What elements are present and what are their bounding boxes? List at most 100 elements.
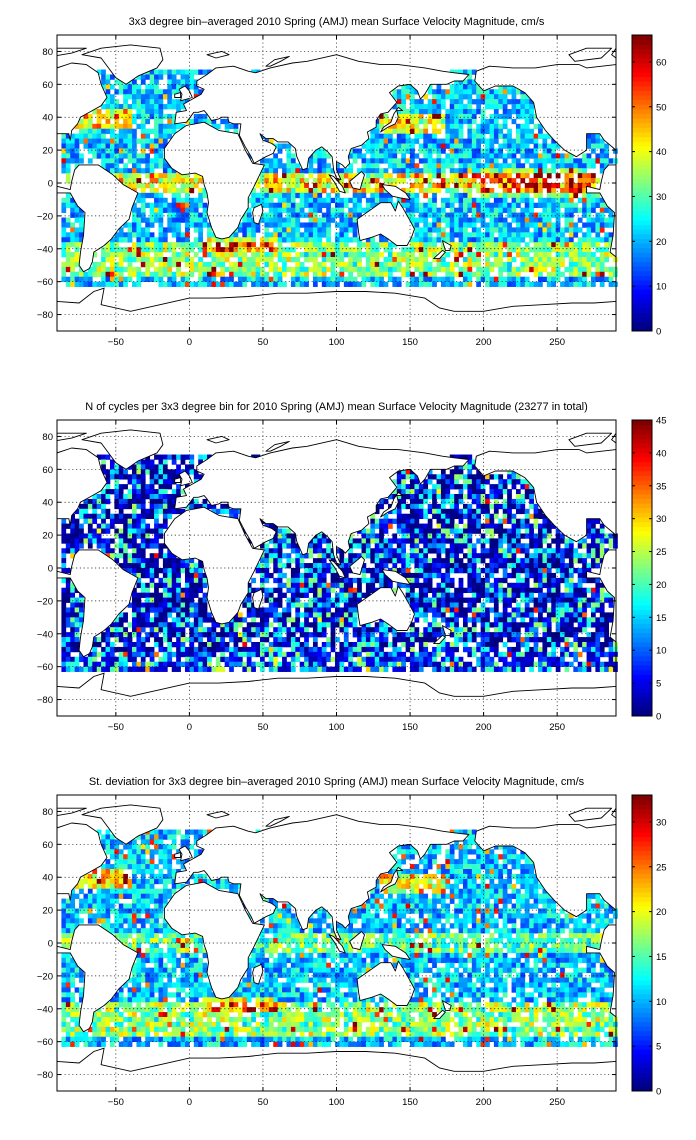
bin bbox=[507, 168, 512, 174]
bin bbox=[476, 553, 482, 559]
bin bbox=[118, 227, 124, 233]
bin bbox=[463, 158, 468, 164]
bin bbox=[167, 503, 173, 510]
bin bbox=[101, 257, 106, 263]
bin bbox=[167, 183, 173, 189]
bin bbox=[538, 533, 543, 539]
bin bbox=[348, 173, 354, 179]
bin bbox=[343, 247, 349, 253]
bin bbox=[136, 523, 142, 529]
bin bbox=[467, 523, 473, 529]
bin bbox=[251, 247, 256, 253]
bin bbox=[387, 138, 393, 144]
bin bbox=[70, 261, 75, 268]
bin bbox=[542, 143, 548, 149]
bin bbox=[387, 192, 393, 199]
bin bbox=[96, 454, 102, 460]
bin bbox=[61, 227, 67, 233]
bin bbox=[61, 202, 67, 209]
bin bbox=[180, 173, 186, 179]
bin bbox=[507, 528, 512, 534]
bin bbox=[374, 523, 380, 529]
bin bbox=[511, 247, 517, 253]
bin bbox=[335, 281, 340, 287]
bin bbox=[70, 133, 75, 139]
bin bbox=[458, 109, 464, 115]
bin bbox=[136, 479, 142, 485]
bin bbox=[92, 109, 98, 115]
bin bbox=[357, 148, 362, 154]
bin bbox=[136, 232, 142, 238]
bin bbox=[520, 494, 526, 500]
bin bbox=[502, 553, 508, 559]
bin bbox=[127, 143, 133, 149]
bin bbox=[568, 183, 574, 189]
bin bbox=[489, 143, 495, 149]
bin bbox=[401, 474, 406, 480]
bin bbox=[445, 276, 451, 283]
bin bbox=[118, 484, 124, 490]
bin bbox=[551, 183, 557, 189]
y-tick-label: 60 bbox=[42, 80, 53, 91]
bin bbox=[140, 276, 146, 283]
bin bbox=[524, 582, 530, 589]
bin bbox=[154, 79, 159, 85]
bin bbox=[493, 227, 499, 233]
bin bbox=[154, 523, 159, 529]
bin bbox=[410, 94, 415, 100]
bin bbox=[348, 538, 354, 544]
bin bbox=[396, 143, 402, 149]
bin bbox=[286, 247, 292, 253]
bin bbox=[573, 558, 579, 564]
bin bbox=[180, 459, 186, 465]
bin bbox=[396, 168, 402, 174]
bin bbox=[83, 276, 89, 283]
bin bbox=[123, 276, 128, 283]
bin bbox=[471, 197, 477, 204]
bin bbox=[132, 494, 137, 500]
bin bbox=[418, 533, 424, 539]
bin bbox=[114, 261, 120, 268]
bin bbox=[471, 523, 477, 529]
bin bbox=[264, 563, 270, 569]
bin bbox=[454, 528, 459, 534]
bin bbox=[260, 257, 265, 263]
bin bbox=[158, 479, 164, 485]
bin bbox=[436, 222, 442, 228]
bin bbox=[158, 503, 164, 510]
bin bbox=[524, 484, 530, 490]
bin bbox=[171, 173, 177, 179]
bin bbox=[180, 79, 186, 85]
bin bbox=[167, 266, 173, 273]
bin bbox=[524, 563, 530, 569]
bin bbox=[440, 503, 446, 510]
bin bbox=[114, 558, 120, 564]
bin bbox=[361, 568, 367, 574]
bin bbox=[167, 79, 173, 85]
bin bbox=[445, 158, 451, 164]
bin bbox=[489, 153, 495, 159]
bin bbox=[295, 548, 301, 554]
bin bbox=[401, 572, 406, 579]
bin bbox=[246, 538, 252, 544]
bin bbox=[599, 138, 605, 144]
bin bbox=[480, 548, 486, 554]
bin bbox=[582, 183, 587, 189]
bin bbox=[154, 99, 159, 105]
colorbar-step bbox=[632, 72, 652, 78]
bin bbox=[118, 464, 124, 470]
bin bbox=[304, 242, 309, 248]
bin bbox=[590, 518, 596, 524]
bin bbox=[242, 237, 248, 243]
bin bbox=[184, 563, 190, 569]
bin bbox=[507, 109, 512, 115]
bin bbox=[485, 242, 490, 248]
bin bbox=[189, 587, 195, 594]
bin bbox=[489, 533, 495, 539]
bin bbox=[418, 109, 424, 115]
bin bbox=[485, 247, 490, 253]
bin bbox=[392, 183, 398, 189]
bin bbox=[109, 548, 115, 554]
bin bbox=[480, 474, 486, 480]
bin bbox=[321, 582, 327, 589]
